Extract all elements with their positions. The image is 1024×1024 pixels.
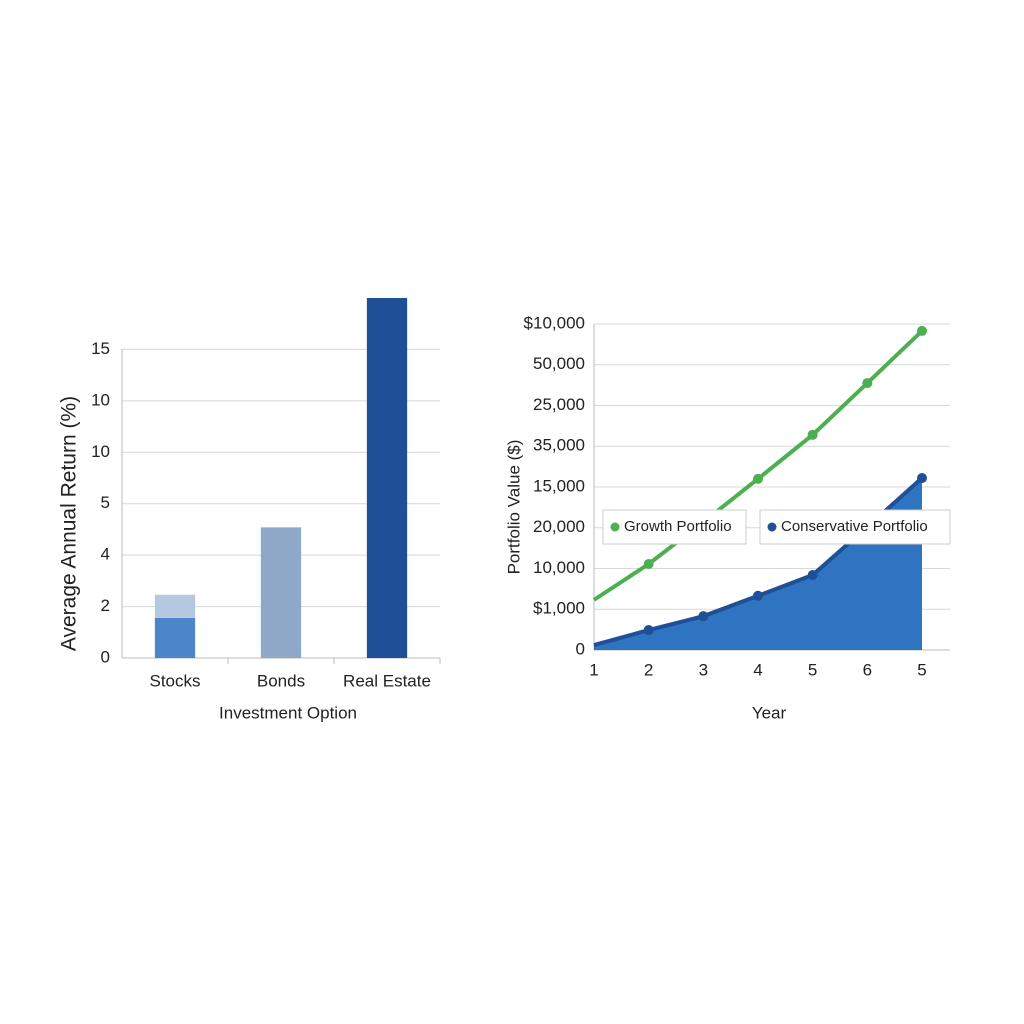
legend-box <box>602 509 747 545</box>
y-tick-label: 5 <box>101 493 110 512</box>
x-axis-title: Year <box>752 703 787 722</box>
y-tick-label: 10,000 <box>533 558 585 577</box>
y-tick-label: 20,000 <box>533 517 585 536</box>
legend-swatch <box>767 522 777 532</box>
y-tick-label: 35,000 <box>533 436 585 455</box>
marker <box>917 473 927 484</box>
x-tick-label: 1 <box>589 660 598 679</box>
x-tick-label: 4 <box>753 660 762 679</box>
bar <box>366 298 408 658</box>
x-tick-label: Bonds <box>257 671 305 690</box>
y-tick-label: 10 <box>91 442 110 461</box>
legend-swatch <box>610 522 620 532</box>
bar <box>154 617 196 658</box>
marker <box>807 429 818 440</box>
y-tick-label: 15,000 <box>533 476 585 495</box>
x-tick-label: 3 <box>699 660 708 679</box>
marker <box>807 570 818 581</box>
y-tick-label: $10,000 <box>524 313 585 332</box>
marker <box>643 625 654 636</box>
bar <box>260 527 302 658</box>
y-tick-label: 25,000 <box>533 395 585 414</box>
y-tick-label: 4 <box>101 545 110 564</box>
y-tick-label: 2 <box>101 596 110 615</box>
y-tick-label: 15 <box>91 339 110 358</box>
x-tick-label: 5 <box>917 660 926 679</box>
y-tick-label: 0 <box>576 639 585 658</box>
bar <box>154 594 196 618</box>
legend-label: Conservative Portfolio <box>781 518 928 535</box>
x-tick-label: 2 <box>644 660 653 679</box>
marker <box>753 590 763 601</box>
x-axis-title: Investment Option <box>219 703 357 722</box>
x-tick-label: 6 <box>863 660 872 679</box>
y-tick-label: 10 <box>91 390 110 409</box>
marker <box>698 611 709 622</box>
y-tick-label: $1,000 <box>533 599 585 618</box>
x-tick-label: 5 <box>808 660 817 679</box>
x-tick-label: Stocks <box>149 671 200 690</box>
y-tick-label: 0 <box>101 647 110 666</box>
marker <box>643 559 654 570</box>
y-axis-title: Average Annual Return (%) <box>58 396 81 651</box>
marker <box>862 378 873 389</box>
legend-label: Growth Portfolio <box>624 518 732 535</box>
y-axis-title: Portfolio Value ($) <box>504 440 523 575</box>
y-tick-label: 50,000 <box>533 354 585 373</box>
marker <box>917 325 927 336</box>
x-tick-label: Real Estate <box>343 671 431 690</box>
marker <box>753 473 763 484</box>
area <box>594 478 922 650</box>
legend-box <box>759 509 951 545</box>
